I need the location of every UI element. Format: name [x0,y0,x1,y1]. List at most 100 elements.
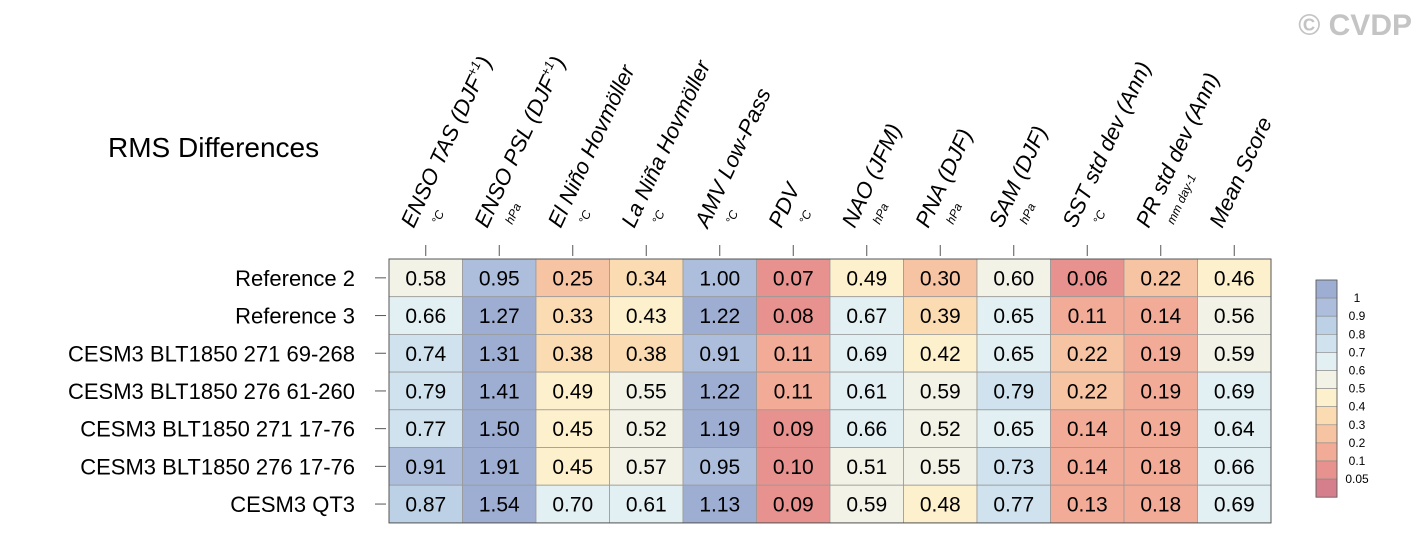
row-label: CESM3 BLT1850 271 69-268 [68,341,355,366]
heatmap-cell [756,296,831,335]
column-headers: ENSO TAS (DJF+1)°C ENSO PSL (DJF+1)hPa El … [396,52,1277,256]
heatmap-cell [609,447,684,486]
legend-swatch [1315,333,1338,353]
cell-value: 0.67 [846,305,887,328]
cell-value: 1.31 [479,343,520,366]
cell-value: 0.55 [626,380,667,403]
row-labels: Reference 2 Reference 3 CESM3 BLT1850 271 … [68,266,386,517]
row-label: CESM3 QT3 [230,492,355,517]
cell-value: 0.34 [626,267,667,290]
heatmap-cell [829,296,904,335]
heatmap-cell [682,371,757,411]
heatmap-cell [535,447,610,486]
cell-value: 0.22 [1067,380,1108,403]
cell-value: 0.60 [993,267,1034,290]
row-label: Reference 3 [235,304,355,329]
cell-value: 0.59 [846,494,887,517]
cell-value: 0.79 [405,380,446,403]
heatmap-cell [1123,447,1198,486]
cell-value: 1.00 [699,267,740,290]
legend-frame [1315,279,1338,498]
cell-value: 0.18 [1140,494,1181,517]
cell-value: 0.87 [405,494,446,517]
cell-value: 0.73 [993,456,1034,479]
cell-value: 0.38 [552,343,593,366]
row-label: CESM3 BLT1850 271 17-76 [80,417,355,442]
grid-frame [388,258,1272,524]
col-unit-label: °C [1090,208,1109,226]
cell-value: 0.25 [552,267,593,290]
cell-value: 0.65 [993,418,1034,441]
heatmap-cell [1050,371,1125,411]
heatmap-cell [756,409,831,448]
legend-tick-label: 1 [1354,291,1361,305]
legend-swatch [1315,406,1338,426]
cell-value: 0.91 [699,343,740,366]
cell-value: 0.13 [1067,494,1108,517]
cell-value: 0.66 [405,305,446,328]
cell-value: 1.22 [699,380,740,403]
heatmap-cell [756,484,831,524]
legend-tick-label: 0.7 [1349,345,1366,359]
col-unit-label: °C [429,208,448,226]
cell-value: 0.45 [552,456,593,479]
row-label: Reference 2 [235,266,355,291]
heatmap-cell [976,258,1051,298]
heatmap-cell [535,371,610,411]
cell-value: 0.22 [1067,343,1108,366]
cell-value: 0.19 [1140,380,1181,403]
heatmap-cell [1197,409,1272,448]
heatmap-cell [609,371,684,411]
cell-value: 0.61 [626,494,667,517]
cell-value: 0.42 [920,343,961,366]
heatmap-cell [976,447,1051,486]
heatmap-cell [1197,447,1272,486]
cell-value: 0.22 [1140,267,1181,290]
col-unit-label: °C [576,208,595,226]
legend-swatch [1315,388,1338,408]
cell-value: 0.55 [920,456,961,479]
cell-value: 0.64 [1214,418,1255,441]
cell-value: 0.14 [1140,305,1181,328]
heatmap-cell [1123,333,1198,373]
cell-value: 0.18 [1140,456,1181,479]
cell-value: 0.45 [552,418,593,441]
heatmap-cell [462,484,537,524]
cell-value: 0.57 [626,456,667,479]
legend-tick-label: 0.3 [1349,418,1366,432]
cell-value: 0.69 [1214,494,1255,517]
legend-swatch [1315,442,1338,462]
heatmap-cell [388,371,463,411]
cell-value: 0.58 [405,267,446,290]
cell-value: 0.09 [773,494,814,517]
cell-value: 0.95 [479,267,520,290]
cell-value: 0.11 [1068,305,1107,328]
cell-value: 0.14 [1067,456,1108,479]
col-unit-label: °C [723,208,742,226]
heatmap-cell [903,409,978,448]
cell-value: 0.30 [920,267,961,290]
col-unit-label: hPa [943,201,965,227]
cell-value: 0.39 [920,305,961,328]
heatmap-cell [829,371,904,411]
legend-tick-label: 0.2 [1349,436,1366,450]
heatmap-cell [1050,409,1125,448]
heatmap-cell [388,333,463,373]
col-label: SAM (DJF) [984,122,1053,231]
heatmap-cell [829,333,904,373]
cell-value: 1.27 [479,305,520,328]
col-unit-label: °C [649,208,668,226]
cell-value: 0.77 [993,494,1034,517]
cell-value: 0.65 [993,305,1034,328]
heatmap-cell [535,296,610,335]
cell-value: 0.11 [774,380,813,403]
legend-swatch [1315,279,1338,299]
col-unit-label: hPa [502,201,524,227]
cell-value: 1.41 [479,380,520,403]
heatmap-cell [756,333,831,373]
heatmap-cell [462,371,537,411]
cell-value: 0.69 [846,343,887,366]
heatmap-cell [903,333,978,373]
heatmap-cell [829,447,904,486]
cell-value: 1.13 [699,494,740,517]
